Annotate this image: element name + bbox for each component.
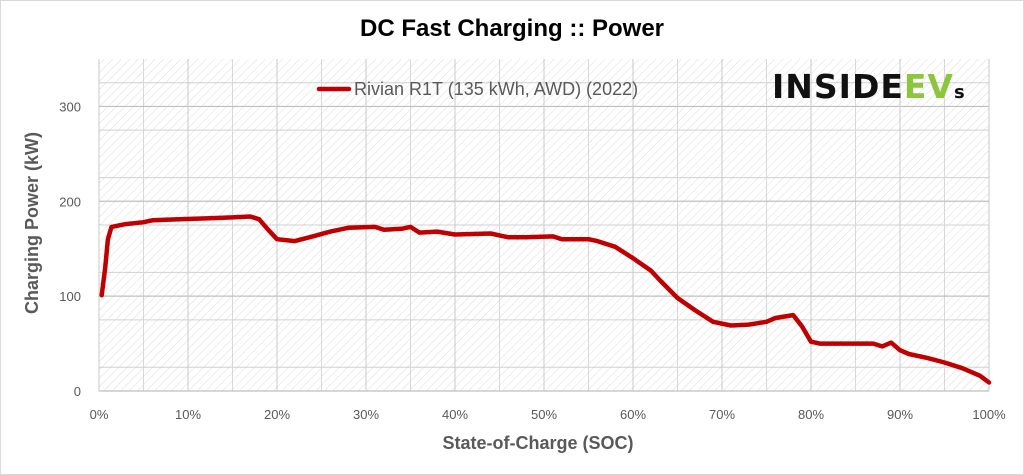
y-tick-label: 300	[59, 99, 81, 114]
svg-text:INSIDEEVs: INSIDEEVs	[772, 67, 965, 106]
y-axis-title: Charging Power (kW)	[22, 132, 42, 314]
legend-label: Rivian R1T (135 kWh, AWD) (2022)	[354, 79, 638, 99]
logo-text-ev: EV	[904, 67, 954, 106]
x-tick-label: 40%	[442, 407, 468, 422]
series-line	[99, 214, 992, 385]
logo-text-inside: INSIDE	[772, 67, 904, 106]
y-tick-label: 100	[59, 289, 81, 304]
x-tick-label: 10%	[175, 407, 201, 422]
x-tick-label: 30%	[353, 407, 379, 422]
logo-text-s: s	[954, 82, 965, 103]
chart-title: DC Fast Charging :: Power	[359, 15, 665, 42]
legend: Rivian R1T (135 kWh, AWD) (2022)	[316, 79, 638, 99]
x-tick-label: 80%	[798, 407, 824, 422]
x-tick-label: 60%	[620, 407, 646, 422]
insideevs-logo: INSIDEEVs	[772, 67, 965, 106]
x-tick-label: 70%	[709, 407, 735, 422]
y-tick-label: 200	[59, 194, 81, 209]
x-tick-label: 0%	[90, 407, 109, 422]
y-tick-label: 0	[74, 384, 81, 399]
x-tick-label: 90%	[887, 407, 913, 422]
gridlines	[98, 59, 990, 392]
x-axis-title: State-of-Charge (SOC)	[442, 433, 633, 453]
x-tick-label: 100%	[972, 407, 1006, 422]
x-tick-labels: 0% 10% 20% 30% 40% 50% 60% 70% 80% 90% 100%	[90, 407, 1006, 422]
x-tick-label: 20%	[264, 407, 290, 422]
x-tick-label: 50%	[531, 407, 557, 422]
y-tick-labels: 0 100 200 300	[59, 99, 81, 399]
